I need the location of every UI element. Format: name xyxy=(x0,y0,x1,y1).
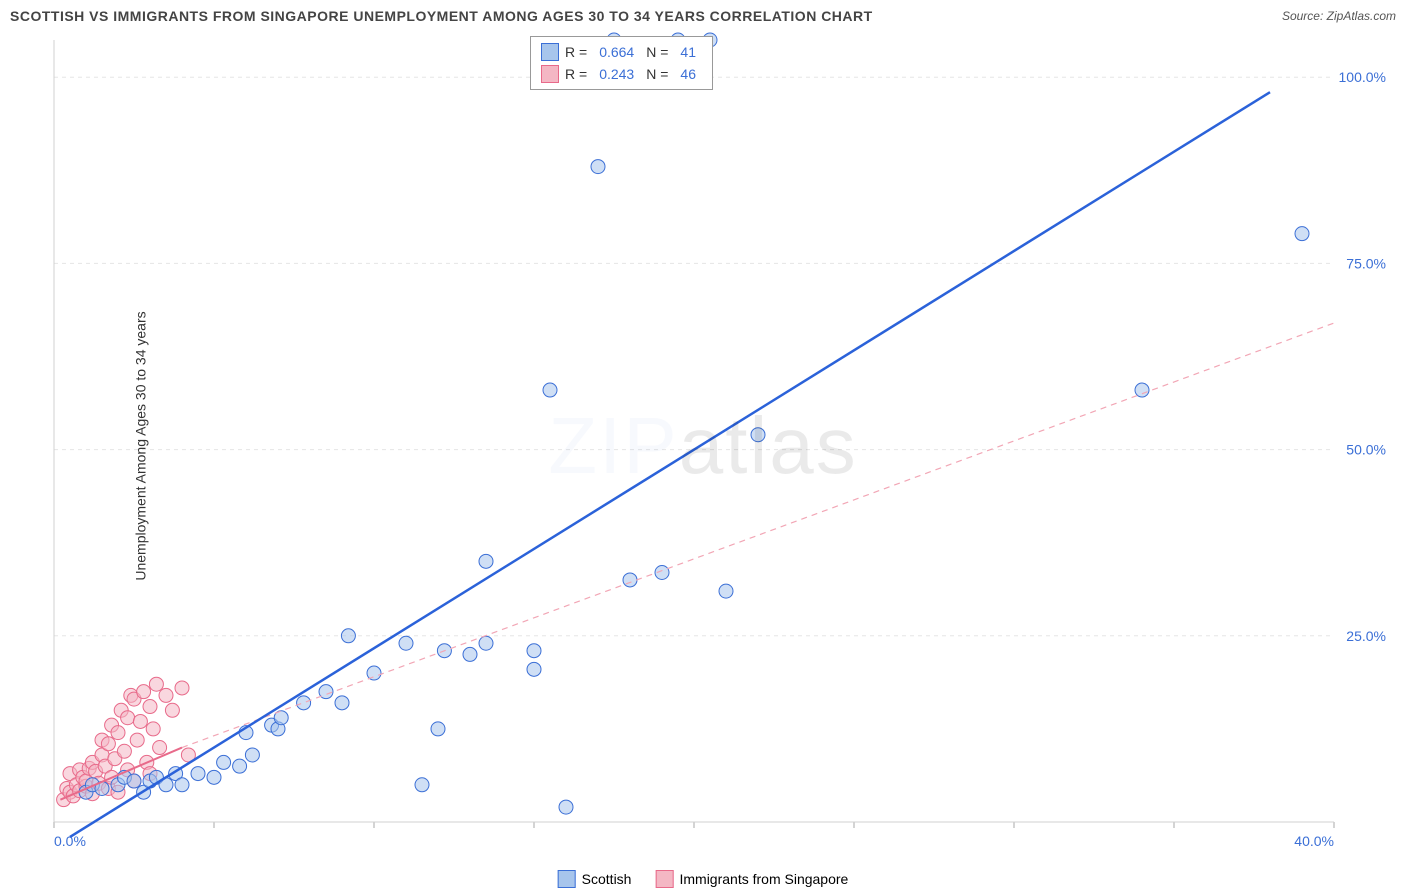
chart-title: SCOTTISH VS IMMIGRANTS FROM SINGAPORE UN… xyxy=(10,8,873,24)
stats-row: R = 0.243 N = 46 xyxy=(541,63,702,85)
swatch xyxy=(541,65,559,83)
swatch xyxy=(558,870,576,888)
legend-label: Immigrants from Singapore xyxy=(679,871,848,887)
r-label: R = xyxy=(565,63,587,85)
svg-text:100.0%: 100.0% xyxy=(1339,69,1386,85)
legend-item: Immigrants from Singapore xyxy=(655,870,848,888)
svg-text:75.0%: 75.0% xyxy=(1346,255,1386,271)
legend-label: Scottish xyxy=(582,871,632,887)
svg-text:0.0%: 0.0% xyxy=(54,833,86,849)
scatter-plot: 25.0% 50.0% 75.0% 100.0% 0.0% 40.0% xyxy=(44,32,1394,852)
svg-text:50.0%: 50.0% xyxy=(1346,442,1386,458)
stats-row: R = 0.664 N = 41 xyxy=(541,41,702,63)
r-value: 0.243 xyxy=(599,63,634,85)
n-label: N = xyxy=(646,41,668,63)
r-label: R = xyxy=(565,41,587,63)
swatch xyxy=(655,870,673,888)
r-value: 0.664 xyxy=(599,41,634,63)
legend: Scottish Immigrants from Singapore xyxy=(558,870,849,888)
n-value: 46 xyxy=(680,63,696,85)
n-value: 41 xyxy=(680,41,696,63)
n-label: N = xyxy=(646,63,668,85)
stats-box: R = 0.664 N = 41 R = 0.243 N = 46 xyxy=(530,36,713,90)
source-label: Source: ZipAtlas.com xyxy=(1282,9,1396,23)
svg-text:40.0%: 40.0% xyxy=(1294,833,1334,849)
chart-svg: 25.0% 50.0% 75.0% 100.0% 0.0% 40.0% xyxy=(44,32,1394,852)
title-bar: SCOTTISH VS IMMIGRANTS FROM SINGAPORE UN… xyxy=(0,0,1406,28)
svg-text:25.0%: 25.0% xyxy=(1346,628,1386,644)
legend-item: Scottish xyxy=(558,870,632,888)
swatch xyxy=(541,43,559,61)
